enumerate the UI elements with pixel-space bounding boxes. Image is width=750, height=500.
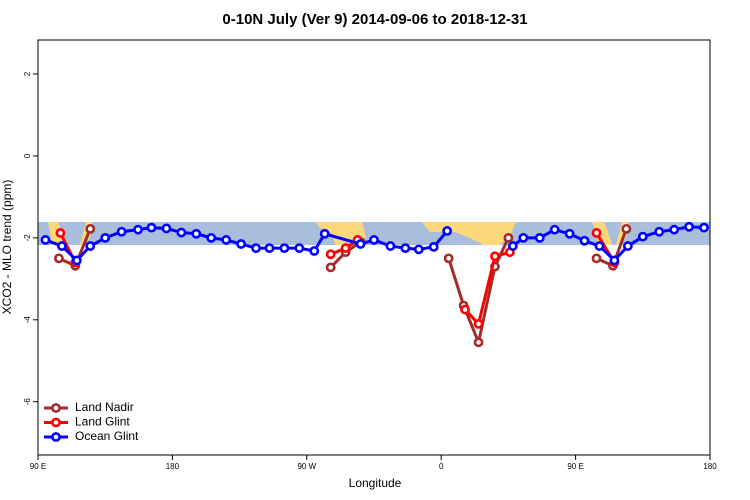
point <box>594 241 605 251</box>
point <box>85 223 96 234</box>
point <box>40 235 51 245</box>
point <box>699 222 709 233</box>
point <box>413 244 424 255</box>
point <box>355 239 366 249</box>
point <box>279 243 290 254</box>
point <box>369 235 379 245</box>
point <box>325 249 336 260</box>
point <box>443 253 454 264</box>
point <box>442 226 453 236</box>
legend-marker <box>51 432 61 442</box>
point <box>309 246 320 256</box>
point <box>507 241 518 251</box>
chart-title: 0-10N July (Ver 9) 2014-09-06 to 2018-12… <box>222 11 527 28</box>
point <box>385 241 396 251</box>
point <box>206 232 217 243</box>
point <box>591 228 602 238</box>
legend-marker <box>51 403 61 413</box>
point <box>654 226 665 237</box>
point <box>116 226 127 237</box>
point <box>669 224 680 235</box>
point <box>56 241 67 251</box>
point <box>564 228 575 239</box>
x-tick-label: 90 W <box>297 462 316 471</box>
land <box>592 222 612 245</box>
point <box>54 253 64 264</box>
x-tick-label: 180 <box>166 462 180 471</box>
point <box>236 239 246 249</box>
point <box>534 232 545 243</box>
point <box>622 241 633 251</box>
point <box>294 243 305 254</box>
point <box>518 232 529 243</box>
plot-frame <box>37 39 711 456</box>
y-tick-label: 2 <box>23 71 32 76</box>
point <box>176 227 187 238</box>
point <box>428 241 439 252</box>
y-tick-label: -4 <box>23 316 32 324</box>
point <box>637 231 648 242</box>
legend-label: Ocean Glint <box>75 429 139 443</box>
point <box>340 243 351 254</box>
point <box>400 243 411 254</box>
point <box>71 255 82 266</box>
y-tick-label: -2 <box>23 234 32 242</box>
point <box>549 224 560 235</box>
point <box>133 224 143 235</box>
point <box>591 253 602 264</box>
legend-label: Land Glint <box>75 415 130 429</box>
y-tick-label: -6 <box>23 398 32 406</box>
point <box>460 304 470 315</box>
point <box>85 241 96 251</box>
point <box>319 228 330 239</box>
point <box>146 222 157 233</box>
x-tick-label: 90 E <box>30 462 46 471</box>
point <box>503 232 514 243</box>
y-axis-label: XCO2 - MLO trend (ppm) <box>0 180 14 315</box>
legend-label: Land Nadir <box>75 400 134 414</box>
x-tick-label: 180 <box>703 462 717 471</box>
point <box>473 337 484 348</box>
point <box>473 319 484 329</box>
point <box>100 232 111 243</box>
point <box>161 223 172 234</box>
x-axis-label: Longitude <box>349 476 402 490</box>
y-tick-label: 0 <box>23 153 32 158</box>
x-tick-label: 90 E <box>567 462 583 471</box>
point <box>490 251 500 262</box>
point <box>251 243 261 254</box>
series-line <box>59 232 616 327</box>
point <box>191 228 202 239</box>
point <box>221 235 232 245</box>
legend-marker <box>51 417 61 428</box>
point <box>609 255 620 266</box>
point <box>325 262 336 273</box>
point <box>55 228 66 238</box>
point <box>621 223 632 234</box>
point <box>684 221 694 232</box>
point <box>264 243 275 254</box>
x-tick-label: 0 <box>439 462 444 471</box>
point <box>579 235 590 246</box>
